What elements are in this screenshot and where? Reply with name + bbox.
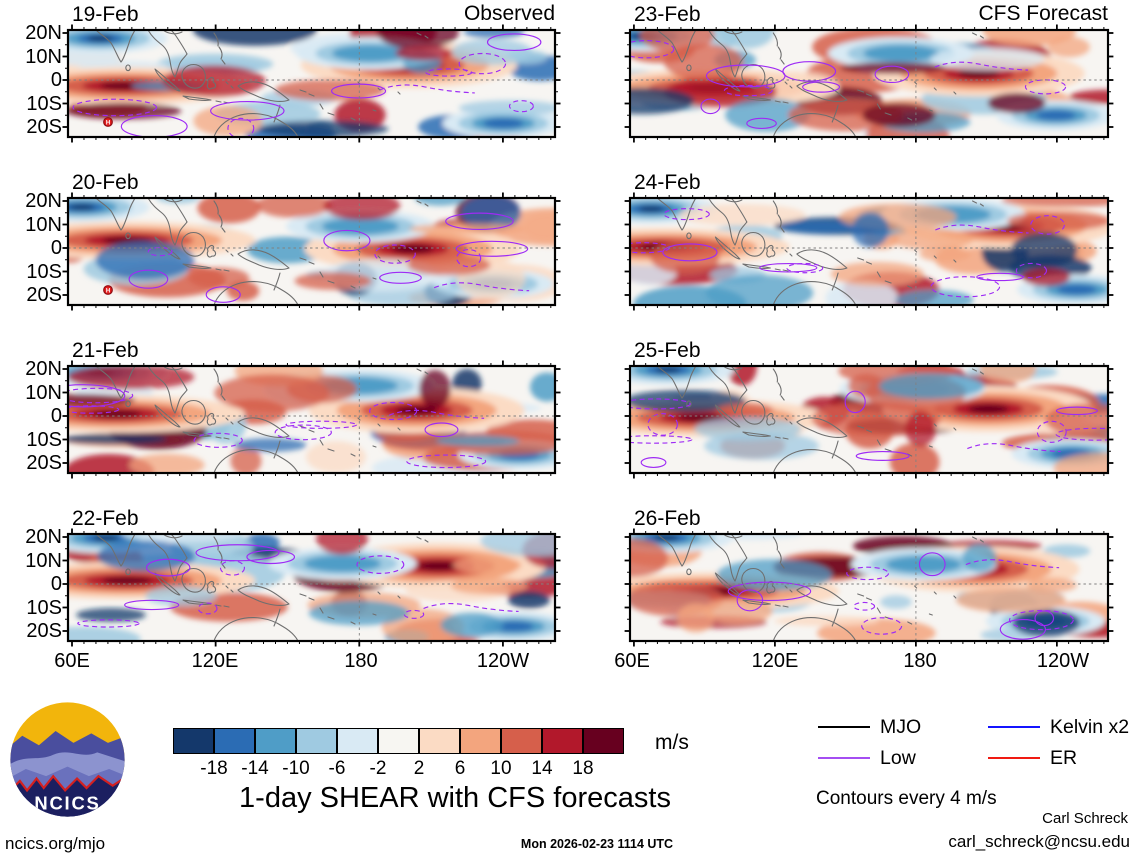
lon-tick-label: 60E	[614, 650, 650, 672]
author-credit: Carl Schreck	[1042, 810, 1128, 827]
lat-tick-label: 0	[50, 237, 62, 259]
shear-map	[624, 360, 1114, 479]
colorbar-cell	[173, 728, 214, 754]
svg-text:H: H	[106, 120, 110, 126]
shear-map	[62, 528, 561, 647]
map-panel-21feb: 21-Feb	[62, 339, 561, 479]
legend-label: Low	[880, 747, 916, 769]
map-panel-25feb: 25-Feb	[624, 339, 1114, 479]
colorbar-cell	[214, 728, 255, 754]
colorbar-tick-label: 18	[572, 758, 594, 779]
panel-date-label: 20-Feb	[72, 171, 139, 194]
panel-date-label: 22-Feb	[72, 507, 139, 530]
lon-tick-label: 60E	[54, 650, 90, 672]
lat-tick-label: 10S	[26, 596, 62, 619]
lat-tick-label: 20N	[25, 22, 62, 44]
lat-tick-label: 10N	[25, 549, 62, 572]
colorbar-tick-label: 2	[413, 758, 425, 779]
lon-tick-label: 180	[344, 650, 378, 672]
colorbar-tick-label: 14	[531, 758, 553, 779]
colorbar-cell	[542, 728, 583, 754]
map-panel-26feb: 26-Feb	[624, 507, 1114, 647]
colorbar-cell	[255, 728, 296, 754]
shear-map: H	[62, 24, 561, 143]
column-header-cfs-forecast: CFS Forecast	[978, 2, 1108, 25]
lat-tick-label: 0	[50, 69, 62, 91]
lon-tick-label: 180	[903, 650, 937, 672]
author-email: carl_schreck@ncsu.edu	[948, 832, 1130, 851]
colorbar-cell	[296, 728, 337, 754]
lat-tick-label: 20S	[26, 452, 62, 474]
lon-tick-label: 120W	[1036, 650, 1090, 672]
lat-tick-label: 10N	[25, 45, 62, 68]
shear-map	[624, 24, 1114, 143]
map-panel-19feb: 19-Feb H	[62, 3, 561, 143]
lat-tick-label: 10S	[26, 428, 62, 451]
lat-tick-label: 10N	[25, 381, 62, 404]
panel-date-label: 26-Feb	[634, 507, 701, 530]
svg-text:H: H	[106, 288, 110, 294]
colorbar-tick-label: -18	[200, 758, 228, 779]
lat-tick-label: 20S	[26, 620, 62, 642]
legend-label: MJO	[880, 716, 922, 738]
shear-map: H	[62, 192, 561, 311]
wave-legend: MJO Kelvin x2 Low ER	[810, 706, 1135, 772]
lat-tick-label: 0	[50, 573, 62, 595]
lat-tick-label: 10S	[26, 260, 62, 283]
colorbar-tick-label: -6	[328, 758, 346, 779]
colorbar-tick-label: 10	[490, 758, 512, 779]
shear-map	[624, 192, 1114, 311]
colorbar-tick-label: -10	[282, 758, 310, 779]
lat-tick-label: 0	[50, 405, 62, 427]
lat-tick-label: 10S	[26, 92, 62, 115]
colorbar-cell	[419, 728, 460, 754]
column-header-observed: Observed	[463, 2, 555, 25]
lat-tick-label: 20S	[26, 284, 62, 306]
panel-date-label: 19-Feb	[72, 3, 139, 26]
map-panel-22feb: 22-Feb	[62, 507, 561, 647]
colorbar-cell	[460, 728, 501, 754]
lat-tick-label: 20N	[25, 358, 62, 380]
site-link: ncics.org/mjo	[5, 834, 106, 853]
legend-line-mjo	[818, 726, 870, 728]
panel-date-label: 23-Feb	[634, 3, 701, 26]
colorbar-cell	[337, 728, 378, 754]
contour-interval-note: Contours every 4 m/s	[816, 788, 997, 809]
legend-line-kelvin-x2	[988, 726, 1040, 728]
shear-map	[624, 528, 1114, 647]
panel-date-label: 21-Feb	[72, 339, 139, 362]
colorbar-tick-label: -2	[369, 758, 387, 779]
lat-tick-label: 20S	[26, 116, 62, 138]
map-panel-20feb: 20-Feb H	[62, 171, 561, 311]
units-label: m/s	[655, 731, 689, 754]
colorbar-tick-label: 6	[454, 758, 466, 779]
lon-tick-label: 120E	[191, 650, 239, 672]
colorbar-cell	[583, 728, 624, 754]
lat-tick-label: 20N	[25, 190, 62, 212]
map-panel-23feb: 23-Feb	[624, 3, 1114, 143]
panel-date-label: 24-Feb	[634, 171, 701, 194]
logo-ridge-line	[10, 774, 125, 794]
legend-label: Kelvin x2	[1050, 716, 1130, 738]
panel-date-label: 25-Feb	[634, 339, 701, 362]
legend-line-low	[818, 757, 870, 759]
figure-title: 1-day SHEAR with CFS forecasts	[239, 782, 671, 814]
colorbar-tick-label: -14	[241, 758, 269, 779]
lon-tick-label: 120E	[751, 650, 799, 672]
colorbar-cell	[501, 728, 542, 754]
shear-map	[62, 360, 561, 479]
ncics-logo: NCICS	[10, 702, 125, 817]
colorbar: -18 -14 -10 -6 -2 2 6 10 14 18	[173, 728, 633, 788]
lat-tick-label: 20N	[25, 526, 62, 548]
lon-tick-label: 120W	[476, 650, 530, 672]
lat-tick-label: 10N	[25, 213, 62, 236]
generation-timestamp: Mon 2026-02-23 1114 UTC	[520, 837, 674, 851]
map-panel-24feb: 24-Feb	[624, 171, 1114, 311]
colorbar-cell	[378, 728, 419, 754]
legend-label: ER	[1050, 747, 1078, 769]
logo-text: NCICS	[34, 792, 100, 813]
legend-line-er	[988, 757, 1040, 759]
